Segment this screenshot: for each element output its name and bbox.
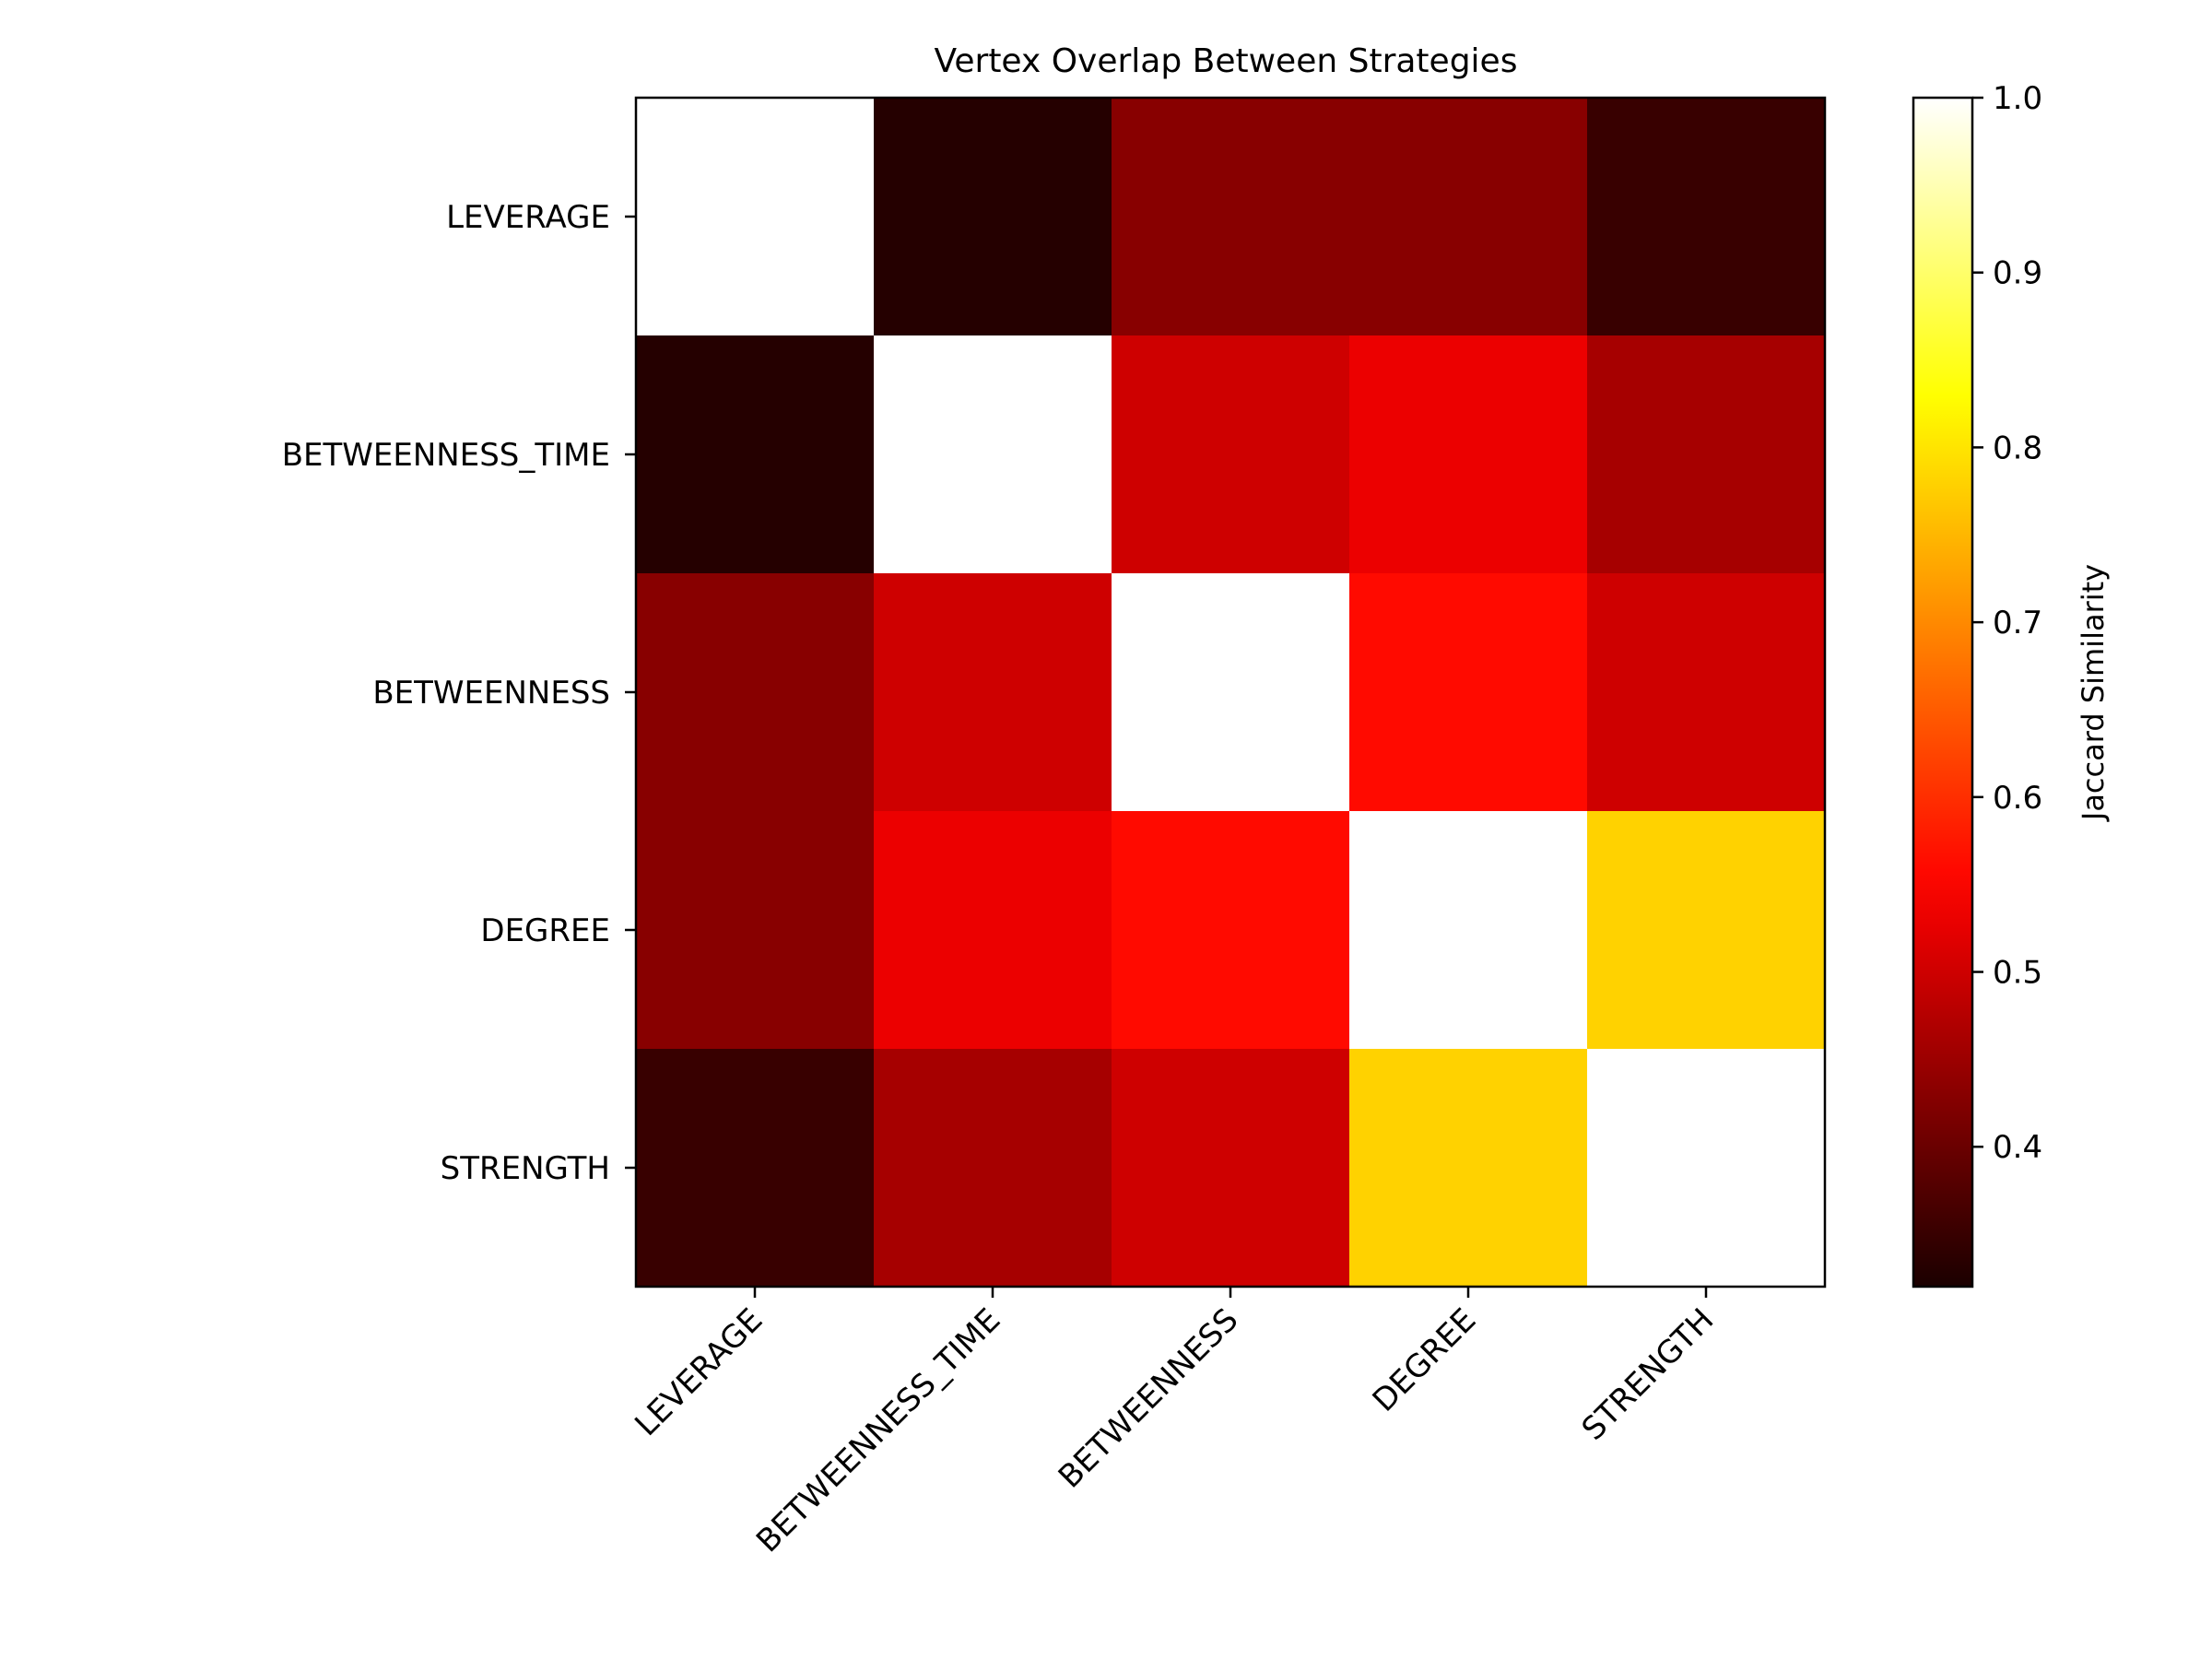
heatmap-cell (636, 573, 875, 812)
colorbar-tick-label: 0.6 (1993, 780, 2042, 817)
heatmap-cell (874, 573, 1112, 812)
y-tick-label: DEGREE (480, 912, 610, 949)
heatmap-cell (1349, 335, 1588, 574)
colorbar-label: Jaccard Similarity (2076, 564, 2111, 822)
heatmap-cell (636, 98, 875, 336)
heatmap-cell (636, 335, 875, 574)
heatmap-cell (1112, 98, 1350, 336)
chart-title: Vertex Overlap Between Strategies (935, 42, 1518, 80)
heatmap-cell (1349, 573, 1588, 812)
colorbar-tick-label: 0.9 (1993, 255, 2042, 292)
heatmap-cell (1587, 811, 1826, 1050)
y-tick-label: STRENGTH (441, 1150, 610, 1187)
heatmap-cell (636, 1049, 875, 1288)
colorbar-tick-label: 0.8 (1993, 429, 2042, 466)
x-tick-label: STRENGTH (1575, 1301, 1722, 1448)
heatmap-cell (1349, 1049, 1588, 1288)
x-tick-label: LEVERAGE (628, 1301, 770, 1443)
colorbar-tick-label: 0.7 (1993, 605, 2042, 641)
colorbar-tick-label: 0.5 (1993, 955, 2042, 992)
x-tick-label: BETWEENNESS_TIME (749, 1301, 1007, 1559)
y-tick-label: BETWEENNESS_TIME (282, 437, 610, 474)
colorbar-tick-label: 0.4 (1993, 1129, 2042, 1166)
heatmap-cell (1587, 98, 1826, 336)
colorbar (1912, 96, 1974, 1288)
heatmap-cell (1587, 573, 1826, 812)
heatmap-cell (1587, 335, 1826, 574)
heatmap-cell (1349, 811, 1588, 1050)
heatmap-cell (1112, 811, 1350, 1050)
heatmap-cell (874, 1049, 1112, 1288)
heatmap-cell (636, 811, 875, 1050)
y-tick-label: LEVERAGE (446, 199, 610, 236)
heatmap-cell (1587, 1049, 1826, 1288)
colorbar-ticks: 0.4 0.5 0.6 0.7 0.8 0.9 1.0 (1972, 80, 2042, 1166)
heatmap-cell (874, 98, 1112, 336)
heatmap-cell (874, 811, 1112, 1050)
heatmap-cell (1112, 335, 1350, 574)
colorbar-tick-label: 1.0 (1993, 80, 2042, 117)
x-tick-label: BETWEENNESS (1052, 1301, 1245, 1495)
heatmap-cell (1349, 98, 1588, 336)
row-labels: LEVERAGE BETWEENNESS_TIME BETWEENNESS DEGRE… (282, 199, 636, 1187)
heatmap-cell (1112, 1049, 1350, 1288)
heatmap-cell (1112, 573, 1350, 812)
y-tick-label: BETWEENNESS (372, 675, 610, 712)
heatmap-cells (636, 98, 1826, 1288)
x-tick-label: DEGREE (1366, 1301, 1484, 1419)
heatmap-cell (874, 335, 1112, 574)
